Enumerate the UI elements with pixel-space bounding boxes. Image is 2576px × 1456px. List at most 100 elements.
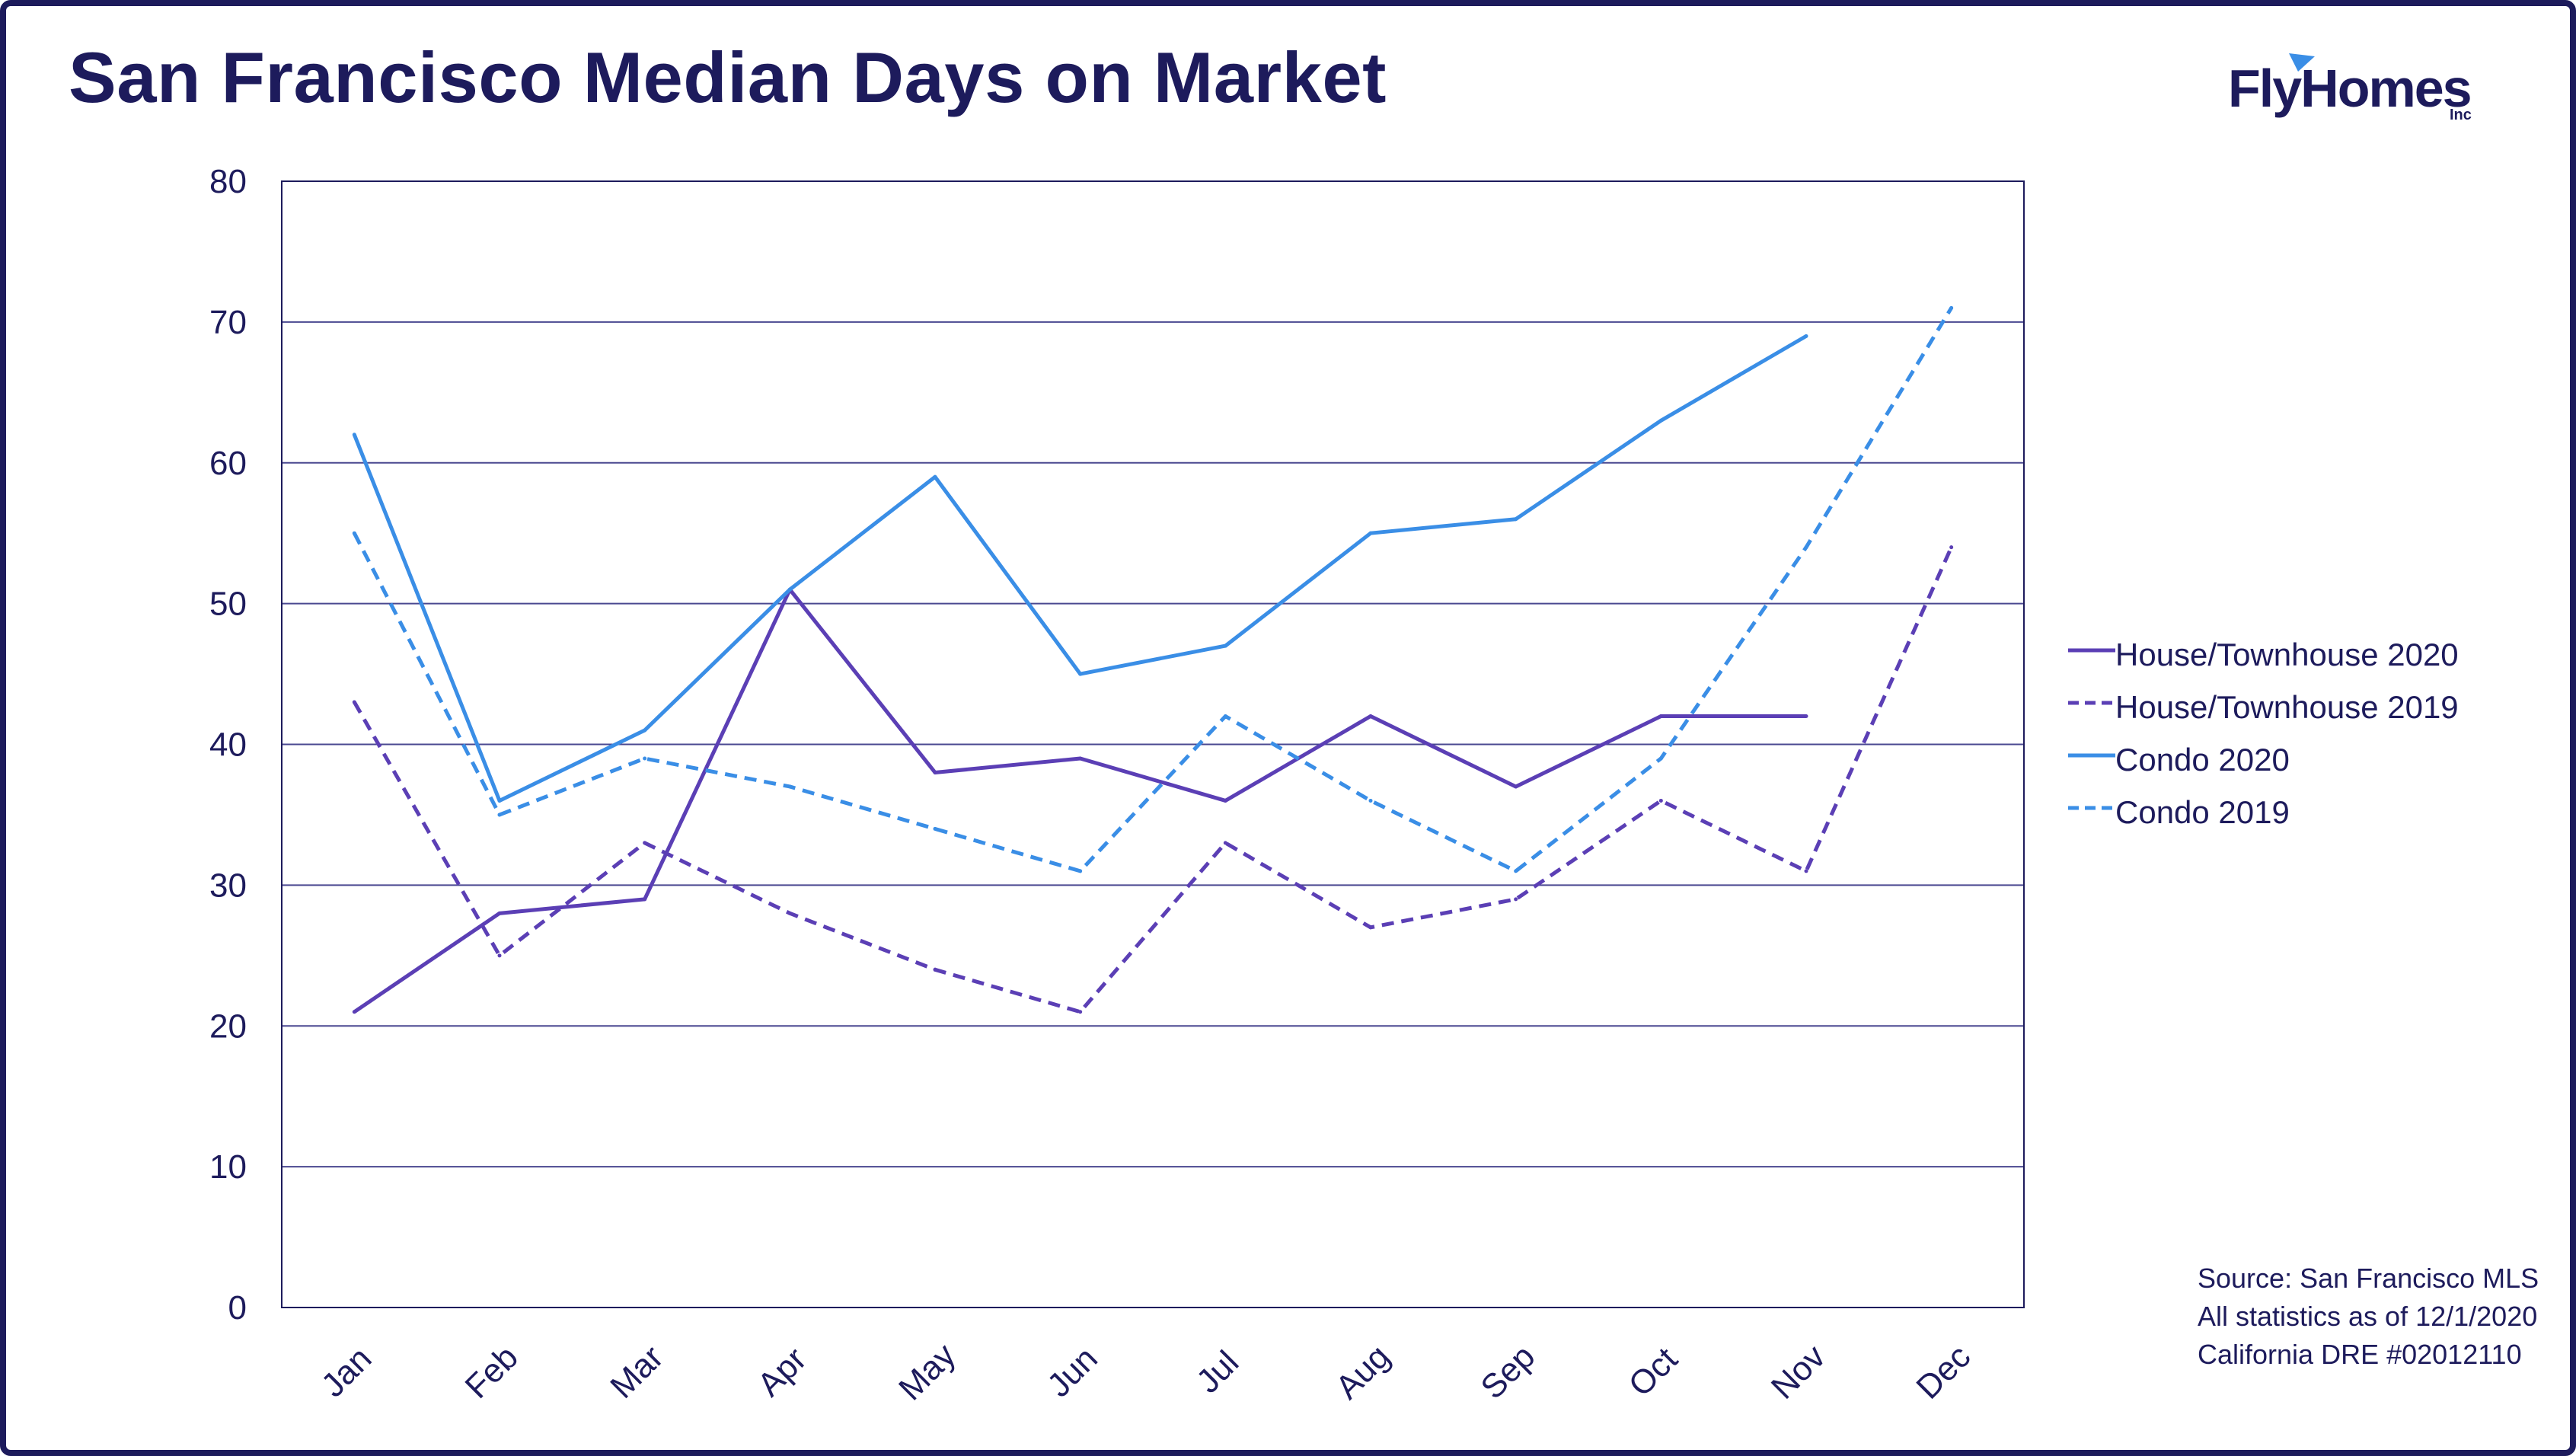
series-line <box>353 334 1808 803</box>
x-tick-label: Nov <box>1764 1338 1833 1407</box>
statistics-date-line: All statistics as of 12/1/2020 <box>2198 1301 2538 1332</box>
x-tick-label: Apr <box>751 1340 814 1403</box>
data-point <box>1804 714 1808 719</box>
data-point <box>1658 798 1663 803</box>
x-tick-label: May <box>892 1336 962 1407</box>
legend-swatch <box>2068 753 2115 758</box>
data-point <box>1368 714 1373 719</box>
data-point <box>1949 545 1954 550</box>
legend-swatch <box>2068 648 2115 653</box>
data-point <box>1514 517 1518 522</box>
data-point <box>1223 643 1227 648</box>
plot-area-border <box>281 180 2025 1308</box>
data-point <box>1804 334 1808 338</box>
gridlines <box>282 321 2024 1168</box>
data-point <box>787 784 792 789</box>
dre-license-line: California DRE #02012110 <box>2198 1339 2522 1370</box>
data-point <box>787 911 792 915</box>
logo-flag-icon <box>2289 53 2315 72</box>
series-lines <box>352 305 1954 1014</box>
data-point <box>1514 897 1518 902</box>
source-line: Source: San Francisco MLS <box>2198 1263 2539 1294</box>
data-point <box>933 967 937 972</box>
series-4 <box>352 305 1954 873</box>
data-point <box>1078 1010 1083 1014</box>
data-point <box>643 728 647 733</box>
data-point <box>643 756 647 761</box>
y-tick-label: 80 <box>209 163 247 200</box>
legend-swatch <box>2068 701 2115 705</box>
legend-item: Condo 2019 <box>2068 794 2495 847</box>
logo-inc: Inc <box>2450 107 2472 123</box>
y-tick-label: 50 <box>209 586 247 623</box>
data-point <box>352 700 356 704</box>
data-point <box>1223 841 1227 845</box>
data-point <box>1658 714 1663 719</box>
legend-label: Condo 2020 <box>2115 742 2290 777</box>
data-point <box>1368 798 1373 803</box>
legend-swatch <box>2068 806 2115 810</box>
x-tick-label: Jun <box>1040 1339 1105 1404</box>
data-point <box>1223 798 1227 803</box>
legend-label: House/Townhouse 2019 <box>2115 689 2459 725</box>
y-tick-label: 40 <box>209 726 247 764</box>
data-point <box>497 813 502 817</box>
y-tick-label: 60 <box>209 445 247 482</box>
data-point <box>1949 305 1954 310</box>
x-tick-label: Dec <box>1909 1338 1977 1407</box>
data-point <box>1368 925 1373 930</box>
legend-item: House/Townhouse 2020 <box>2068 637 2495 689</box>
data-point <box>1368 531 1373 535</box>
x-axis-ticks: Jan Feb Mar Apr May Jun Jul Aug Sep Oct Nov Dec <box>314 1336 1978 1407</box>
data-point <box>352 531 356 535</box>
legend-item: Condo 2020 <box>2068 742 2495 794</box>
data-point <box>497 798 502 803</box>
legend-label: House/Townhouse 2020 <box>2115 637 2459 672</box>
series-line <box>353 546 1953 1014</box>
y-tick-label: 30 <box>209 867 247 904</box>
series-2 <box>352 545 1954 1014</box>
data-point <box>787 587 792 592</box>
data-point <box>643 841 647 845</box>
x-tick-label: Aug <box>1329 1338 1397 1407</box>
data-point <box>1658 756 1663 761</box>
y-tick-label: 70 <box>209 304 247 341</box>
line-chart: 0 10 20 30 40 50 60 70 80 Jan Feb Mar Apr May Jun Jul A… <box>209 163 2025 1407</box>
x-tick-label: Sep <box>1473 1338 1542 1407</box>
legend-item: House/Townhouse 2019 <box>2068 689 2495 742</box>
data-point <box>933 770 937 774</box>
data-point <box>1078 869 1083 873</box>
data-point <box>1223 714 1227 719</box>
data-point <box>933 474 937 479</box>
series-line <box>353 587 1806 1014</box>
y-tick-label: 10 <box>209 1148 247 1186</box>
x-tick-label: Jul <box>1189 1344 1246 1400</box>
y-axis-ticks: 0 10 20 30 40 50 60 70 80 <box>209 163 247 1327</box>
x-tick-label: Mar <box>603 1339 670 1406</box>
y-tick-label: 20 <box>209 1007 247 1045</box>
source-note: Source: San Francisco MLS All statistics… <box>2198 1260 2539 1374</box>
series-line <box>353 307 1953 873</box>
series-3 <box>352 334 1808 803</box>
data-point <box>1078 672 1083 676</box>
data-point <box>1078 756 1083 761</box>
data-point <box>352 433 356 437</box>
y-tick-label: 0 <box>228 1289 247 1327</box>
data-point <box>1514 784 1518 789</box>
data-point <box>933 826 937 831</box>
x-tick-label: Oct <box>1622 1340 1685 1403</box>
data-point <box>1804 869 1808 873</box>
data-point <box>497 953 502 958</box>
data-point <box>497 911 502 915</box>
logo-text: FlyHomes <box>2228 59 2472 118</box>
data-point <box>1658 418 1663 423</box>
x-tick-label: Feb <box>458 1339 525 1406</box>
legend-label: Condo 2019 <box>2115 794 2290 830</box>
chart-title: San Francisco Median Days on Market <box>69 37 1387 117</box>
data-point <box>643 897 647 902</box>
data-point <box>1804 545 1808 550</box>
flyhomes-logo: FlyHomes Inc <box>2228 53 2479 129</box>
series-1 <box>352 587 1808 1014</box>
legend: House/Townhouse 2020 House/Townhouse 2019… <box>2068 637 2495 847</box>
